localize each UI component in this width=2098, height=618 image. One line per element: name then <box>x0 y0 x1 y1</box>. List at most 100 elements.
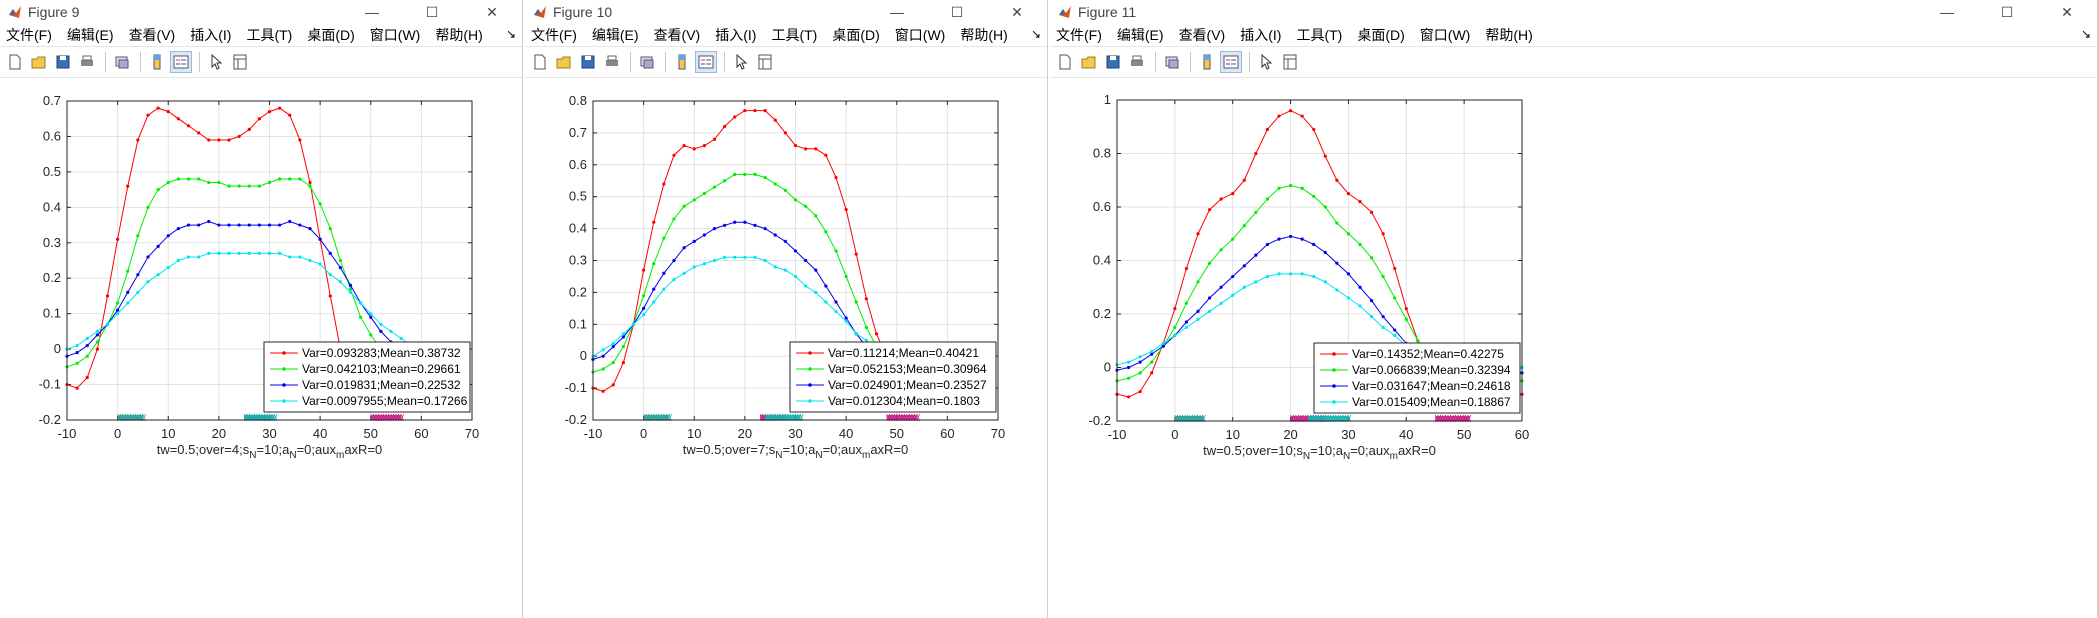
figure-window[interactable]: Figure 11 — ☐ ✕ 文件(F) 编辑(E) 查看(V) 插入(I) 工具(T) 桌面(… <box>1050 0 2098 618</box>
data-point <box>1393 296 1397 300</box>
chart-canvas[interactable]: -10 0 10 20 30 40 50 60 70 -0.2 -0.1 0 0.1 0.2 0.3 0.4 0… <box>0 78 523 618</box>
close-icon[interactable]: ✕ <box>486 3 498 20</box>
legend-icon[interactable] <box>695 51 717 73</box>
menu-item[interactable]: 帮助(H) <box>1485 27 1533 43</box>
link-plot-icon[interactable] <box>1161 51 1183 73</box>
legend-icon[interactable] <box>1220 51 1242 73</box>
new-figure-icon[interactable] <box>529 51 551 73</box>
link-plot-icon[interactable] <box>111 51 133 73</box>
data-point <box>1196 232 1200 236</box>
menu-item[interactable]: 窗口(W) <box>369 27 421 43</box>
menu-item[interactable]: 工具(T) <box>771 27 818 43</box>
data-point <box>85 336 89 341</box>
data-point <box>237 184 241 188</box>
data-point <box>692 265 696 269</box>
maximize-icon[interactable]: ☐ <box>950 3 964 20</box>
legend-icon[interactable] <box>170 51 192 73</box>
title-bar[interactable]: Figure 10 — ☐ ✕ <box>525 0 1047 24</box>
menu-item[interactable]: 工具(T) <box>246 27 293 43</box>
data-point <box>783 188 787 192</box>
data-point <box>1184 325 1189 329</box>
menu-item[interactable]: 编辑(E) <box>591 27 639 43</box>
chart-canvas[interactable]: -10 0 10 20 30 40 50 60 70 -0.2 -0.1 0 0.1 0.2 0.3 0.4 0… <box>525 78 1048 618</box>
data-point <box>237 251 241 256</box>
data-point <box>1346 232 1351 236</box>
figure-window[interactable]: Figure 9 — ☐ ✕ 文件(F) 编辑(E) 查看(V) 插入(I) 工具(T) 桌面(D… <box>0 0 523 618</box>
close-icon[interactable]: ✕ <box>1011 3 1023 20</box>
dock-arrow-icon[interactable]: ↘ <box>2080 27 2091 41</box>
legend[interactable]: Var=0.11214;Mean=0.40421 Var=0.052153;Mea… <box>789 341 997 413</box>
menu-item[interactable]: 插入(I) <box>190 27 232 43</box>
data-point <box>773 265 777 269</box>
minimize-icon[interactable]: — <box>1940 4 1954 20</box>
maximize-icon[interactable]: ☐ <box>425 3 439 20</box>
menu-item[interactable]: 查看(V) <box>128 27 176 43</box>
dock-arrow-icon[interactable]: ↘ <box>1030 27 1041 41</box>
figure-window[interactable]: Figure 10 — ☐ ✕ 文件(F) 编辑(E) 查看(V) 插入(I) 工具(T) 桌面(… <box>525 0 1048 618</box>
legend[interactable]: Var=0.14352;Mean=0.42275 Var=0.066839;Mea… <box>1313 342 1521 414</box>
menu-item[interactable]: 编辑(E) <box>1116 27 1164 43</box>
menu-item[interactable]: 文件(F) <box>531 27 577 43</box>
data-point <box>834 249 838 253</box>
data-point <box>288 177 292 181</box>
y-tick-label: -0.2 <box>565 412 587 427</box>
menu-item[interactable]: 插入(I) <box>715 27 757 43</box>
open-file-icon[interactable] <box>553 51 575 73</box>
minimize-icon[interactable]: — <box>365 4 379 20</box>
maximize-icon[interactable]: ☐ <box>2000 3 2014 20</box>
data-point <box>824 284 828 288</box>
save-icon[interactable] <box>1102 51 1124 73</box>
colorbar-icon[interactable] <box>146 51 168 73</box>
data-point <box>621 345 625 349</box>
open-file-icon[interactable] <box>28 51 50 73</box>
x-tick-label: 60 <box>1515 427 1529 442</box>
link-plot-icon[interactable] <box>636 51 658 73</box>
menu-item[interactable]: 插入(I) <box>1240 27 1282 43</box>
edit-pointer-icon[interactable] <box>205 51 227 73</box>
menu-item[interactable]: 查看(V) <box>1178 27 1226 43</box>
menu-item[interactable]: 查看(V) <box>653 27 701 43</box>
menu-item[interactable]: 窗口(W) <box>1419 27 1471 43</box>
open-file-icon[interactable] <box>1078 51 1100 73</box>
data-point <box>601 367 605 371</box>
y-tick-label: 0.6 <box>43 128 61 143</box>
data-point <box>156 273 160 277</box>
dock-arrow-icon[interactable]: ↘ <box>505 27 516 41</box>
close-icon[interactable]: ✕ <box>2061 3 2073 20</box>
menu-item[interactable]: 帮助(H) <box>960 27 1008 43</box>
print-icon[interactable] <box>601 51 623 73</box>
menu-item[interactable]: 编辑(E) <box>66 27 114 43</box>
save-icon[interactable] <box>577 51 599 73</box>
menu-item[interactable]: 帮助(H) <box>435 27 483 43</box>
property-inspector-icon[interactable] <box>1279 51 1301 73</box>
figure-toolbar <box>0 46 522 78</box>
title-bar[interactable]: Figure 11 — ☐ ✕ <box>1050 0 2097 24</box>
new-figure-icon[interactable] <box>1054 51 1076 73</box>
toolbar-separator <box>105 52 106 72</box>
new-figure-icon[interactable] <box>4 51 26 73</box>
menu-item[interactable]: 文件(F) <box>6 27 52 43</box>
menu-item[interactable]: 文件(F) <box>1056 27 1102 43</box>
edit-pointer-icon[interactable] <box>730 51 752 73</box>
minimize-icon[interactable]: — <box>890 4 904 20</box>
colorbar-icon[interactable] <box>1196 51 1218 73</box>
title-bar[interactable]: Figure 9 — ☐ ✕ <box>0 0 522 24</box>
menu-item[interactable]: 工具(T) <box>1296 27 1343 43</box>
print-icon[interactable] <box>1126 51 1148 73</box>
edit-pointer-icon[interactable] <box>1255 51 1277 73</box>
print-icon[interactable] <box>76 51 98 73</box>
data-point <box>1242 224 1246 228</box>
menu-item[interactable]: 桌面(D) <box>307 27 355 43</box>
data-point <box>702 191 706 196</box>
menu-item[interactable]: 窗口(W) <box>894 27 946 43</box>
chart-canvas[interactable]: -10 0 10 20 30 40 50 60 -0.2 0 0.2 0.4 0.6 0.8 1 Var=0.… <box>1050 78 1573 618</box>
colorbar-icon[interactable] <box>671 51 693 73</box>
menu-item[interactable]: 桌面(D) <box>832 27 880 43</box>
y-tick-label: 0.7 <box>569 125 587 140</box>
legend[interactable]: Var=0.093283;Mean=0.38732 Var=0.042103;Me… <box>263 341 471 413</box>
property-inspector-icon[interactable] <box>229 51 251 73</box>
menu-item[interactable]: 桌面(D) <box>1357 27 1405 43</box>
save-icon[interactable] <box>52 51 74 73</box>
property-inspector-icon[interactable] <box>754 51 776 73</box>
data-point <box>1231 237 1235 241</box>
